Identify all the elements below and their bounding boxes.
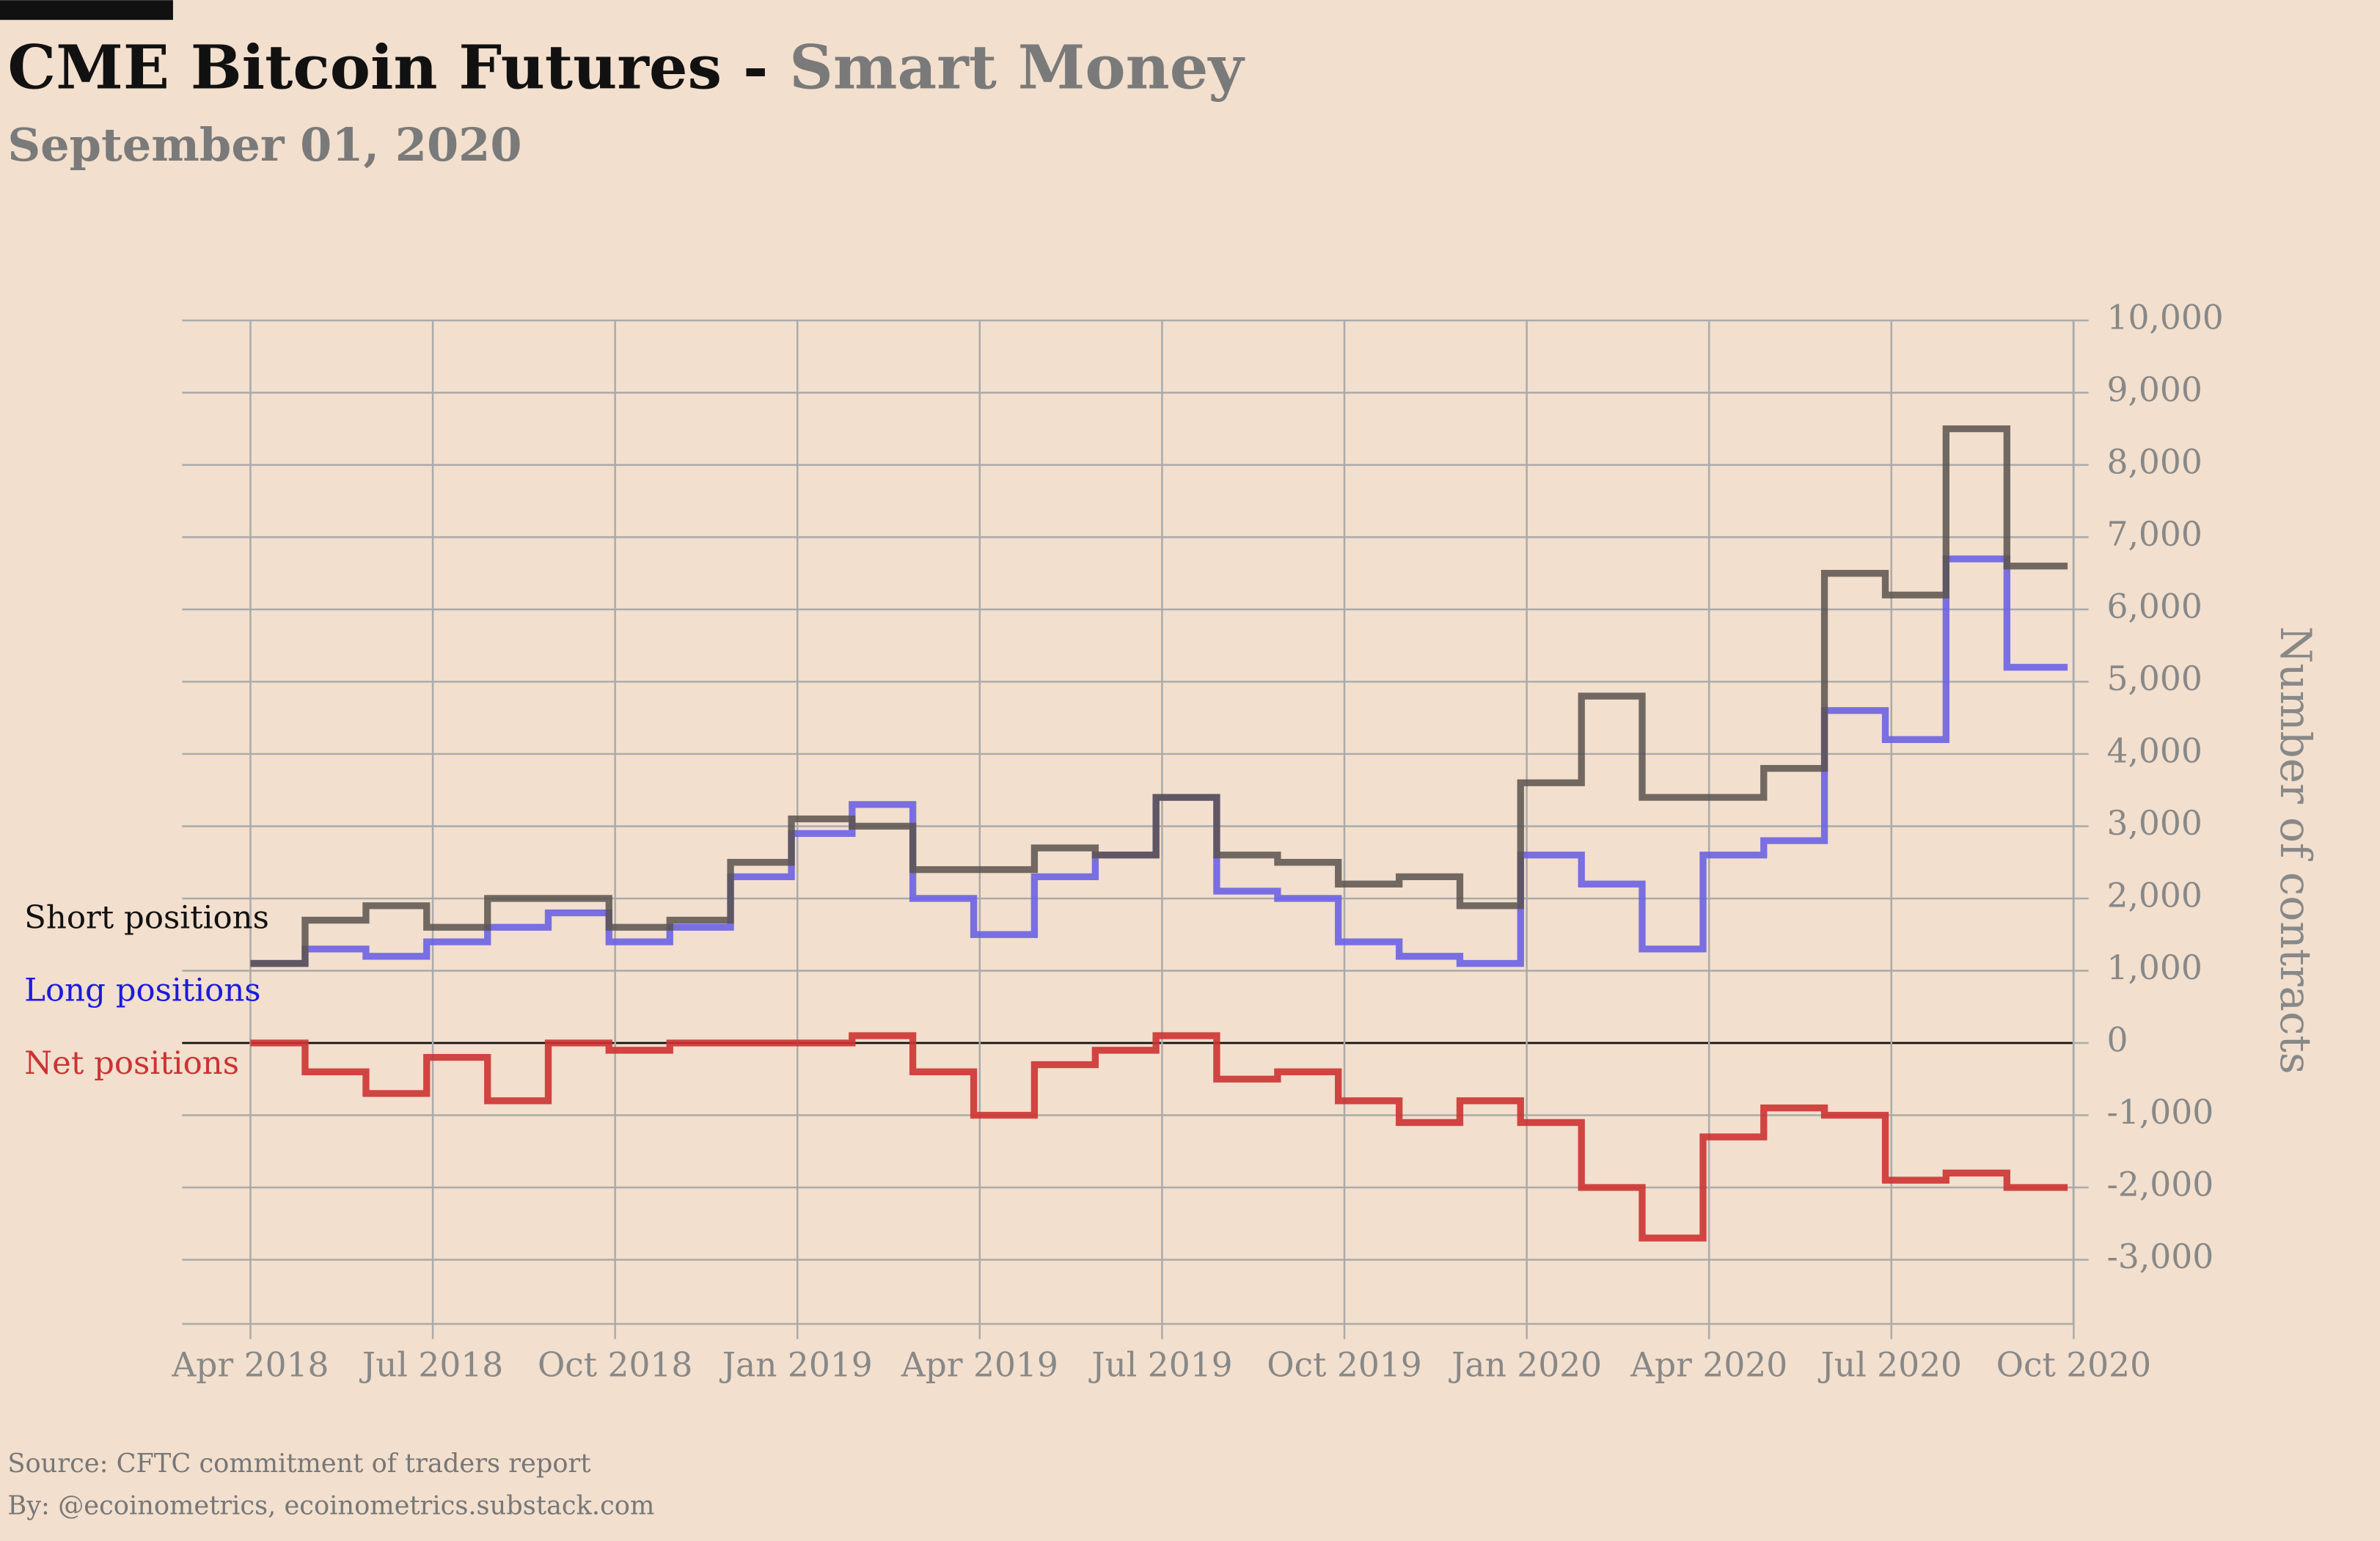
legend-label: Long positions xyxy=(24,973,261,1009)
x-tick-label: Jan 2019 xyxy=(720,1346,873,1385)
y-tick-label: 1,000 xyxy=(2106,948,2202,987)
y-tick-label: -1,000 xyxy=(2106,1093,2214,1132)
title-main: CME Bitcoin Futures - xyxy=(7,32,768,103)
y-tick-label: 5,000 xyxy=(2106,659,2202,698)
x-tick-label: Apr 2019 xyxy=(901,1346,1058,1385)
x-tick-label: Jul 2020 xyxy=(1818,1346,1962,1385)
x-tick-label: Oct 2020 xyxy=(1996,1346,2151,1385)
series-line xyxy=(250,425,2068,967)
brand-bar xyxy=(0,0,173,21)
y-tick-label: 6,000 xyxy=(2106,587,2202,626)
legend-label: Net positions xyxy=(24,1045,239,1082)
source: Source: CFTC commitment of traders repor… xyxy=(7,1449,590,1479)
x-tick-label: Apr 2020 xyxy=(1630,1346,1787,1385)
y-tick-label: 3,000 xyxy=(2106,804,2202,843)
chart-title: CME Bitcoin Futures - Smart Money xyxy=(7,32,1245,103)
y-tick-label: 7,000 xyxy=(2106,515,2202,554)
y-tick-label: 10,000 xyxy=(2106,298,2223,337)
legend-label: Short positions xyxy=(24,899,269,936)
x-tick-label: Jul 2019 xyxy=(1088,1346,1232,1385)
y-tick-label: 2,000 xyxy=(2106,876,2202,915)
series-line xyxy=(250,1032,2068,1242)
x-tick-label: Oct 2018 xyxy=(538,1346,692,1385)
y-tick-label: 8,000 xyxy=(2106,442,2202,481)
y-tick-label: -3,000 xyxy=(2106,1237,2214,1276)
y-axis-label: Number of contracts xyxy=(2271,626,2321,1075)
y-tick-label: 9,000 xyxy=(2106,370,2202,409)
title-highlight: Smart Money xyxy=(789,32,1245,103)
byline: By: @ecoinometrics, ecoinometrics.substa… xyxy=(7,1491,654,1521)
y-tick-label: -2,000 xyxy=(2106,1165,2214,1204)
y-tick-label: 4,000 xyxy=(2106,731,2202,770)
x-tick-label: Jul 2018 xyxy=(359,1346,503,1385)
x-tick-label: Apr 2018 xyxy=(171,1346,329,1385)
y-tick-label: 0 xyxy=(2106,1020,2128,1059)
x-tick-label: Jan 2020 xyxy=(1449,1346,1602,1385)
x-tick-label: Oct 2019 xyxy=(1267,1346,1421,1385)
subtitle: September 01, 2020 xyxy=(7,118,521,172)
